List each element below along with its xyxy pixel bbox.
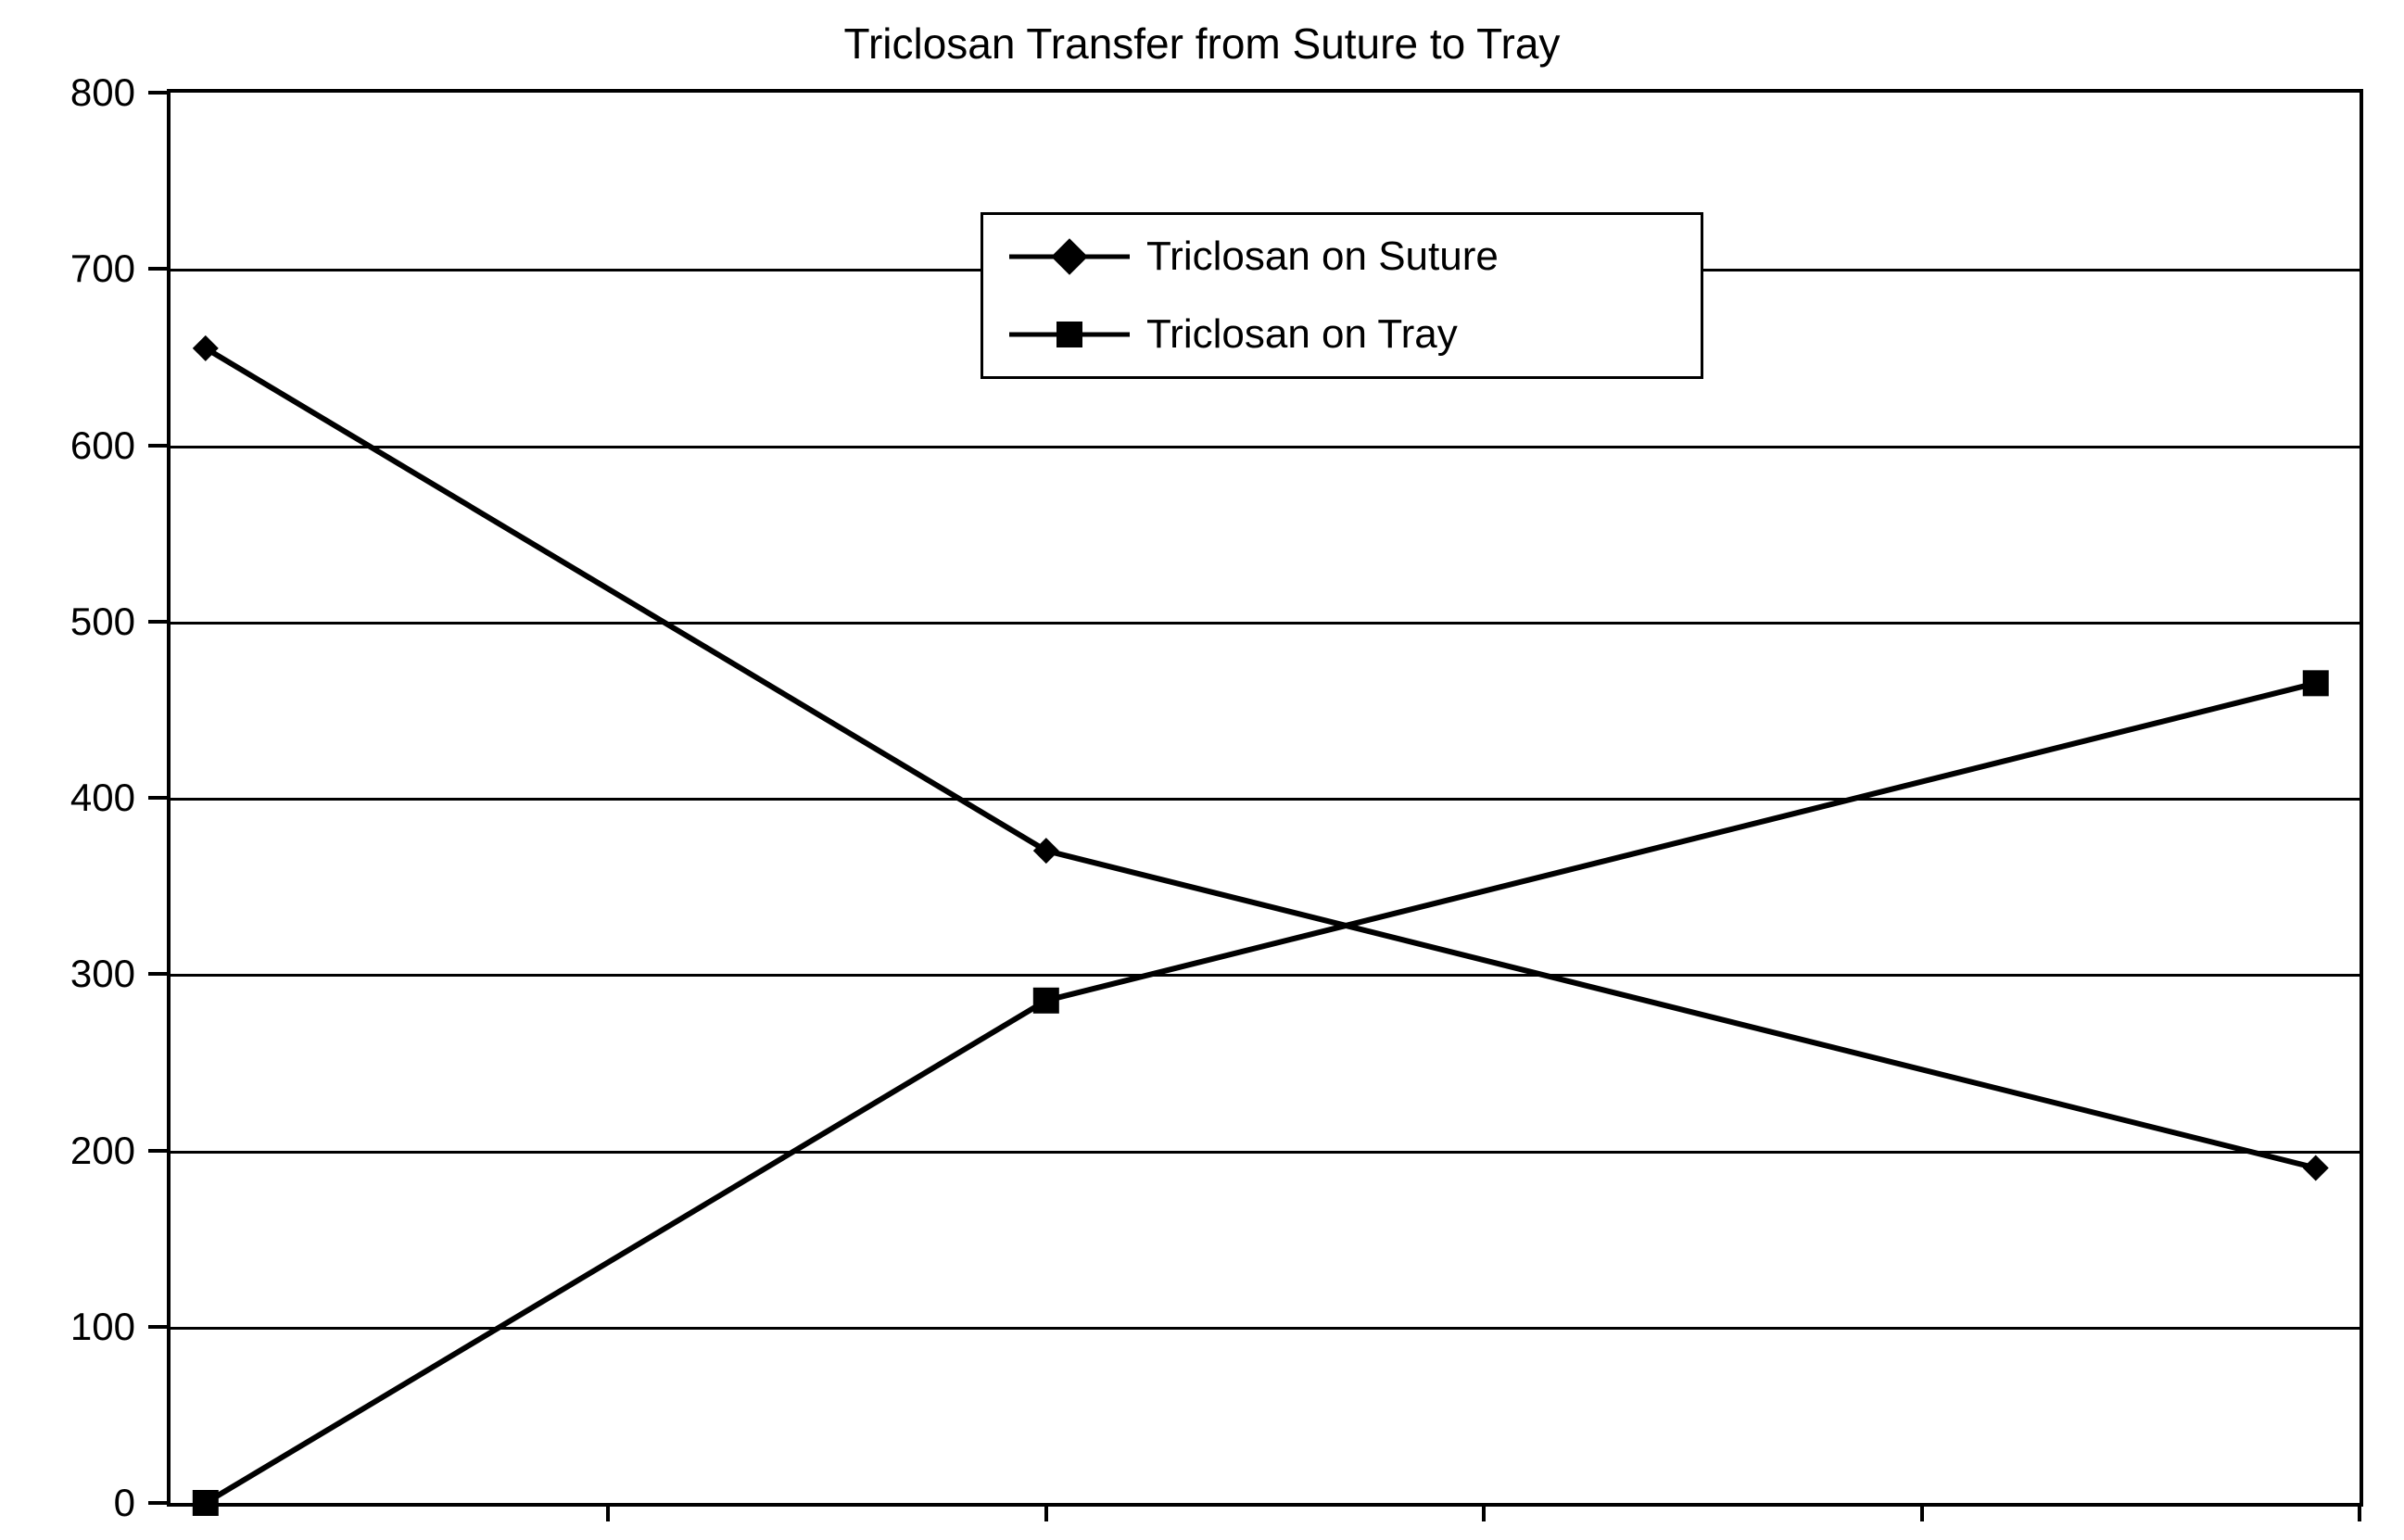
gridline — [171, 622, 2360, 625]
y-tick-mark — [148, 444, 167, 448]
gridline — [171, 446, 2360, 448]
legend-label: Triclosan on Suture — [1146, 234, 1499, 280]
y-tick-label: 400 — [70, 776, 135, 820]
legend: Triclosan on Suture Triclosan on Tray — [981, 212, 1703, 379]
x-tick-mark — [2358, 1503, 2361, 1521]
legend-sample — [1009, 243, 1130, 271]
y-tick-label: 100 — [70, 1305, 135, 1349]
legend-label: Triclosan on Tray — [1146, 311, 1458, 358]
gridline — [171, 1327, 2360, 1330]
y-tick-mark — [148, 1501, 167, 1505]
series-line — [206, 348, 2316, 1168]
y-tick-mark — [148, 91, 167, 95]
legend-sample — [1009, 321, 1130, 348]
y-tick-mark — [148, 267, 167, 271]
y-tick-label: 800 — [70, 70, 135, 115]
diamond-marker — [1033, 838, 1059, 864]
y-tick-mark — [148, 1325, 167, 1329]
y-tick-mark — [148, 796, 167, 800]
diamond-marker — [2303, 1155, 2329, 1181]
y-tick-label: 0 — [114, 1481, 135, 1525]
y-tick-mark — [148, 620, 167, 624]
square-marker — [193, 1490, 219, 1516]
square-marker — [2303, 670, 2329, 696]
gridline — [171, 1151, 2360, 1154]
x-tick-mark — [606, 1503, 610, 1521]
gridline — [171, 974, 2360, 977]
legend-item: Triclosan on Suture — [1009, 234, 1675, 280]
diamond-icon — [1051, 239, 1088, 276]
legend-item: Triclosan on Tray — [1009, 311, 1675, 358]
y-tick-label: 700 — [70, 246, 135, 291]
x-tick-mark — [1044, 1503, 1048, 1521]
chart-title: Triclosan Transfer from Suture to Tray — [0, 19, 2404, 69]
x-tick-mark — [1482, 1503, 1486, 1521]
chart-container: Triclosan Transfer from Suture to Tray 0… — [0, 0, 2404, 1540]
gridline — [171, 798, 2360, 801]
y-tick-label: 300 — [70, 952, 135, 996]
square-marker — [1033, 988, 1059, 1014]
y-tick-mark — [148, 972, 167, 976]
x-tick-mark — [1920, 1503, 1924, 1521]
y-tick-mark — [148, 1149, 167, 1153]
y-tick-label: 200 — [70, 1129, 135, 1173]
series-line — [206, 683, 2316, 1503]
y-tick-label: 600 — [70, 423, 135, 468]
y-tick-label: 500 — [70, 600, 135, 644]
plot-area: 0100200300400500600700800Triclosan on Su… — [167, 89, 2363, 1507]
diamond-marker — [193, 335, 219, 361]
square-icon — [1056, 322, 1082, 347]
